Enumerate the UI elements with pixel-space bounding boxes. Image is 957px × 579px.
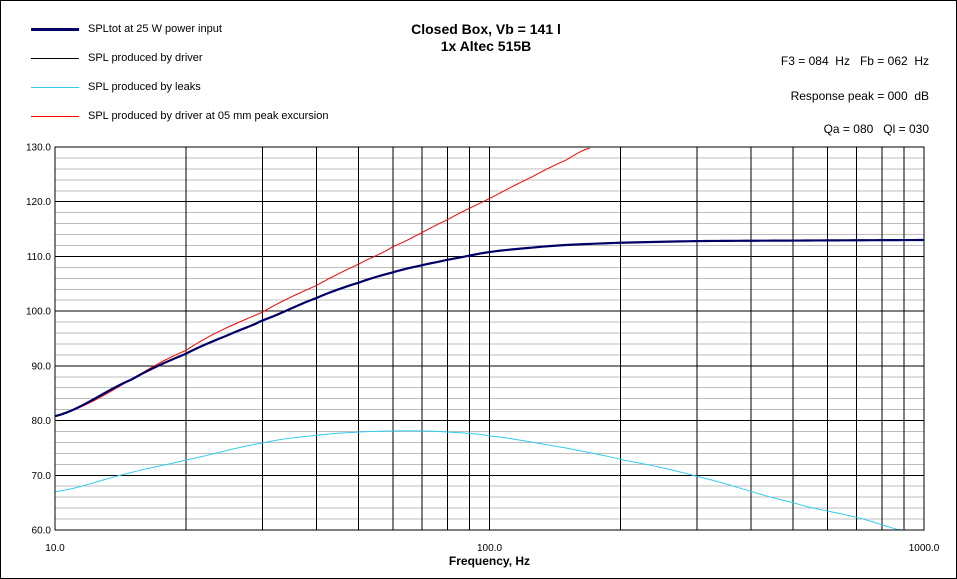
y-tick-label: 120.0 xyxy=(26,197,51,208)
legend-label-excursion: SPL produced by driver at 05 mm peak exc… xyxy=(88,110,329,122)
series-line-2 xyxy=(54,430,924,531)
series-line-3 xyxy=(54,147,590,417)
legend-label-driver: SPL produced by driver xyxy=(88,52,203,64)
tick-labels: 60.0 70.0 80.0 90.0 100.0 110.0 120.0 130.0 10.0… xyxy=(26,143,940,555)
legend-label-leaks: SPL produced by leaks xyxy=(88,81,201,93)
x-tick-label: 100.0 xyxy=(477,543,502,554)
series-layer xyxy=(54,147,925,531)
legend-label-spltot: SPLtot at 25 W power input xyxy=(88,23,222,35)
y-tick-label: 130.0 xyxy=(26,143,51,154)
series-line-0 xyxy=(54,238,925,418)
y-tick-label: 80.0 xyxy=(32,416,52,427)
y-tick-label: 110.0 xyxy=(27,252,52,263)
legend-swatch-driver xyxy=(31,57,79,59)
f3-fb-readout: F3 = 084 Hz Fb = 062 Hz xyxy=(780,54,929,68)
x-tick-label: 10.0 xyxy=(45,543,65,554)
y-tick-label: 90.0 xyxy=(32,361,52,372)
qa-ql-readout: Qa = 080 Ql = 030 xyxy=(823,122,929,136)
chart-title: Closed Box, Vb = 141 l xyxy=(411,21,561,37)
y-tick-label: 60.0 xyxy=(32,526,52,537)
y-tick-label: 100.0 xyxy=(26,307,51,318)
legend-item-excursion: SPL produced by driver at 05 mm peak exc… xyxy=(31,109,329,123)
legend-swatch-excursion xyxy=(31,115,79,117)
legend-swatch-spltot xyxy=(31,27,79,31)
plot-border xyxy=(54,146,925,531)
x-tick-label: 1000.0 xyxy=(909,543,940,554)
x-axis-title: Frequency, Hz xyxy=(449,554,530,568)
legend-swatch-leaks xyxy=(31,86,79,88)
grid xyxy=(55,146,924,531)
response-peak-readout: Response peak = 000 dB xyxy=(790,89,929,103)
legend-item-leaks: SPL produced by leaks xyxy=(31,80,201,94)
y-tick-label: 70.0 xyxy=(32,471,52,482)
legend-item-driver: SPL produced by driver xyxy=(31,51,203,65)
legend-item-spltot: SPLtot at 25 W power input xyxy=(31,22,222,36)
chart-subtitle: 1x Altec 515B xyxy=(440,38,532,54)
